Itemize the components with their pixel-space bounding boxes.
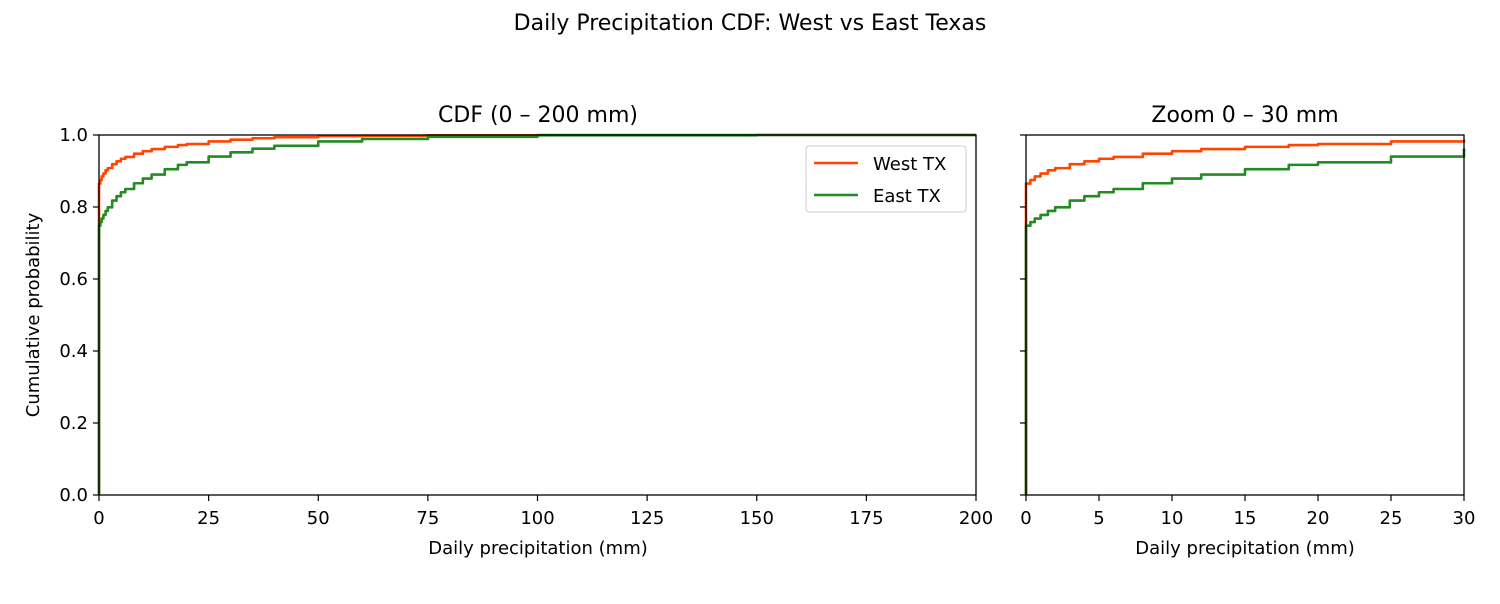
x-tick-label: 20 [1307,508,1330,529]
panel-full-range-y-ticks: 0.0 0.2 0.4 0.6 0.8 1.0 [59,125,99,506]
series-line-west-tx [1024,139,1466,495]
panel-zoom-x-label: Daily precipitation (mm) [1135,538,1355,559]
x-tick-label: 5 [1093,508,1104,529]
series-line-east-tx [1024,148,1466,495]
panel-zoom: Zoom 0 – 30 mm 0 5 10 15 20 25 30 Daily precip… [1020,103,1475,559]
y-tick-label: 0.2 [59,413,88,434]
x-tick-label: 50 [307,508,330,529]
y-tick-label: 1.0 [59,125,88,146]
x-tick-label: 30 [1453,508,1476,529]
figure-suptitle: Daily Precipitation CDF: West vs East Te… [514,11,987,36]
legend-label-west: West TX [873,154,946,175]
y-tick-label: 0.6 [59,269,88,290]
panel-full-range-x-label: Daily precipitation (mm) [428,538,648,559]
legend-label-east: East TX [873,186,941,207]
y-tick-label: 0.0 [59,485,88,506]
x-tick-label: 150 [740,508,774,529]
x-tick-label: 200 [959,508,993,529]
panel-zoom-frame [1025,134,1465,496]
x-tick-label: 125 [630,508,664,529]
panel-zoom-title: Zoom 0 – 30 mm [1151,103,1338,128]
x-tick-label: 100 [520,508,554,529]
series-line-west-tx [97,133,976,495]
panel-zoom-series [1024,139,1466,495]
panel-zoom-x-ticks: 0 5 10 15 20 25 30 [1020,495,1475,529]
y-tick-label: 0.4 [59,341,88,362]
panel-zoom-y-ticks [1020,134,1026,496]
panel-full-range-x-ticks: 0 25 50 75 100 125 150 175 200 [93,495,993,529]
x-tick-label: 25 [1380,508,1403,529]
x-tick-label: 15 [1234,508,1257,529]
series-line-east-tx [97,133,976,495]
y-tick-label: 0.8 [59,197,88,218]
x-tick-label: 25 [197,508,220,529]
panel-full-range-y-label: Cumulative probability [23,212,44,417]
panel-full-range-series [97,133,976,495]
x-tick-label: 175 [849,508,883,529]
x-tick-label: 10 [1161,508,1184,529]
x-tick-label: 0 [93,508,104,529]
panel-full-range-title: CDF (0 – 200 mm) [438,103,638,128]
panel-full-range: CDF (0 – 200 mm) 0 25 50 75 100 125 150 175 200 … [23,103,993,559]
x-tick-label: 75 [416,508,439,529]
legend: West TX East TX [805,145,967,213]
x-tick-label: 0 [1020,508,1031,529]
